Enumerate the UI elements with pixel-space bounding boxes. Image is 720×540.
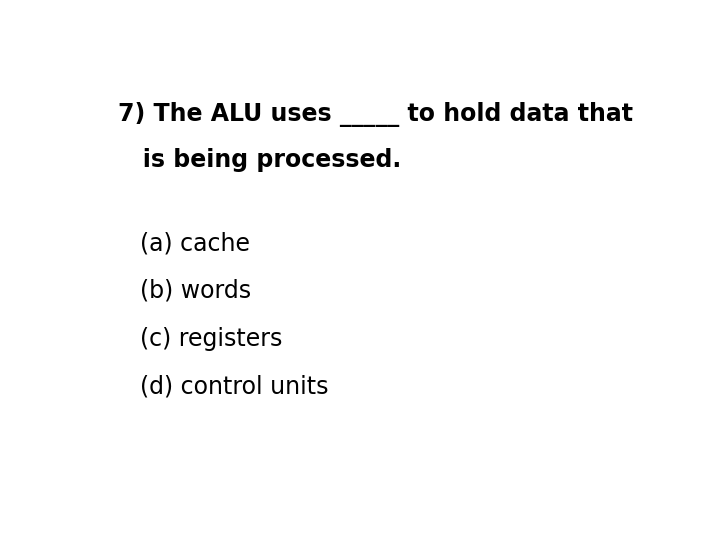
Text: (d) control units: (d) control units (140, 375, 329, 399)
Text: (c) registers: (c) registers (140, 327, 282, 351)
Text: (b) words: (b) words (140, 279, 251, 303)
Text: (a) cache: (a) cache (140, 231, 251, 255)
Text: is being processed.: is being processed. (118, 148, 401, 172)
Text: 7) The ALU uses _____ to hold data that: 7) The ALU uses _____ to hold data that (118, 102, 633, 127)
